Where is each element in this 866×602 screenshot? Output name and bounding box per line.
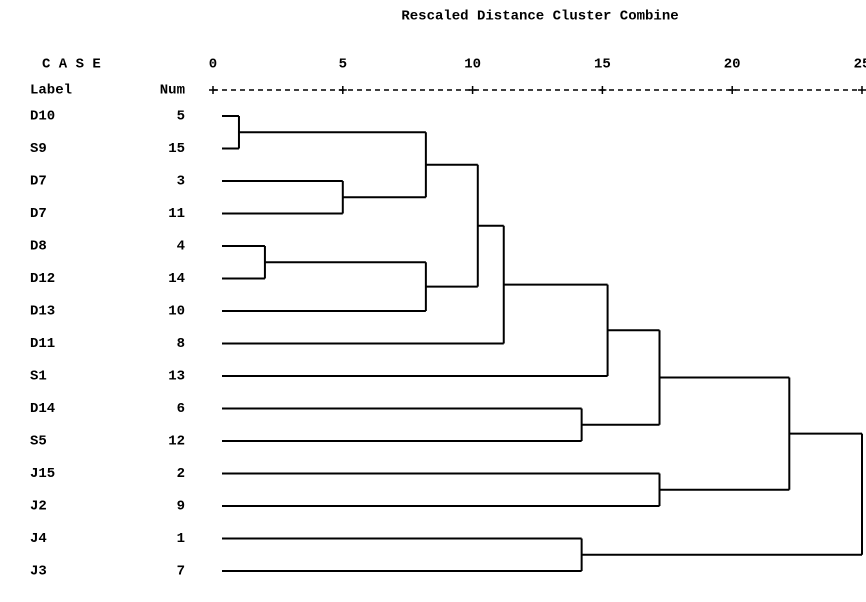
chart-title: Rescaled Distance Cluster Combine [401, 9, 678, 25]
case-label: S9 [30, 141, 47, 157]
case-label: S5 [30, 434, 47, 450]
x-tick-label: 20 [724, 57, 741, 73]
num-header: Num [160, 83, 185, 99]
x-tick-label: 15 [594, 57, 611, 73]
case-num: 9 [177, 499, 185, 515]
case-num: 11 [168, 206, 185, 222]
case-label: D7 [30, 206, 47, 222]
case-label: S1 [30, 369, 47, 385]
case-label: J4 [30, 531, 47, 547]
case-num: 15 [168, 141, 185, 157]
tick-mark [209, 86, 217, 94]
case-num: 10 [168, 304, 185, 320]
case-label: D12 [30, 271, 55, 287]
case-header: C A S E [42, 57, 101, 73]
case-label: D11 [30, 336, 55, 352]
x-tick-label: 0 [209, 57, 217, 73]
case-label: D7 [30, 174, 47, 190]
case-label: J3 [30, 564, 47, 580]
case-label: D14 [30, 401, 55, 417]
case-num: 3 [177, 174, 185, 190]
case-label: D13 [30, 304, 55, 320]
case-label: J2 [30, 499, 47, 515]
case-num: 6 [177, 401, 185, 417]
case-num: 13 [168, 369, 185, 385]
case-num: 14 [168, 271, 185, 287]
case-label: D10 [30, 109, 55, 125]
tick-mark [598, 86, 607, 94]
tick-mark [338, 86, 347, 94]
x-tick-label: 5 [339, 57, 347, 73]
tick-mark [728, 86, 737, 94]
case-num: 8 [177, 336, 185, 352]
case-num: 1 [177, 531, 185, 547]
case-num: 2 [177, 466, 185, 482]
case-num: 12 [168, 434, 185, 450]
tick-mark [858, 86, 866, 94]
case-num: 5 [177, 109, 185, 125]
case-num: 4 [177, 239, 185, 255]
x-tick-label: 10 [464, 57, 481, 73]
case-label: D8 [30, 239, 47, 255]
tick-mark [468, 86, 477, 94]
label-header: Label [30, 83, 72, 99]
x-tick-label: 25 [854, 57, 866, 73]
case-label: J15 [30, 466, 55, 482]
case-num: 7 [177, 564, 185, 580]
